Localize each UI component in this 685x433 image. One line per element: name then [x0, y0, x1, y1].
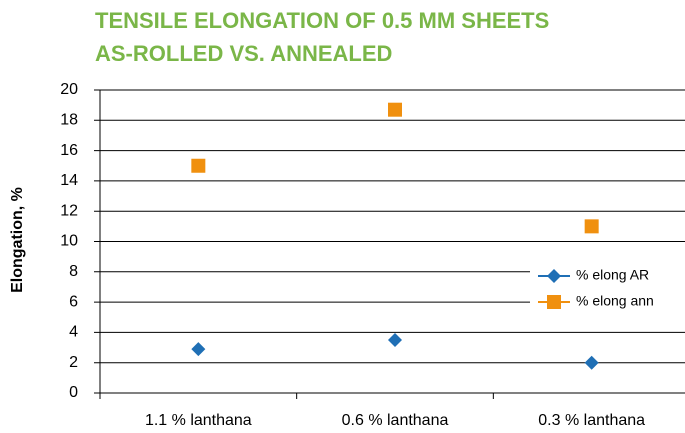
chart-title: AS-ROLLED VS. ANNEALED	[95, 41, 392, 66]
y-tick-label: 4	[69, 324, 78, 341]
y-tick-label: 6	[69, 293, 78, 310]
chart-title: TENSILE ELONGATION OF 0.5 MM SHEETS	[95, 8, 549, 33]
legend-marker	[547, 295, 561, 309]
y-tick-label: 16	[60, 142, 78, 159]
legend-marker	[547, 269, 561, 283]
data-point	[584, 355, 599, 370]
data-point	[584, 219, 599, 234]
data-point	[191, 342, 206, 357]
y-tick-label: 20	[60, 81, 78, 98]
y-tick-label: 14	[60, 172, 78, 189]
y-tick-label: 12	[60, 202, 78, 219]
y-tick-label: 2	[69, 354, 78, 371]
data-point	[388, 102, 402, 117]
data-point	[388, 332, 402, 347]
y-tick-label: 0	[69, 384, 78, 401]
y-tick-label: 18	[60, 112, 78, 129]
y-axis-label: Elongation, %	[9, 187, 26, 293]
x-tick-label: 0.6 % lanthana	[342, 412, 449, 429]
legend-label: % elong ann	[576, 293, 654, 309]
x-tick-label: 1.1 % lanthana	[145, 412, 252, 429]
legend-label: % elong AR	[576, 267, 649, 283]
data-point	[191, 158, 206, 173]
y-tick-label: 10	[60, 233, 78, 250]
x-tick-label: 0.3 % lanthana	[538, 412, 645, 429]
y-tick-label: 8	[69, 263, 78, 280]
